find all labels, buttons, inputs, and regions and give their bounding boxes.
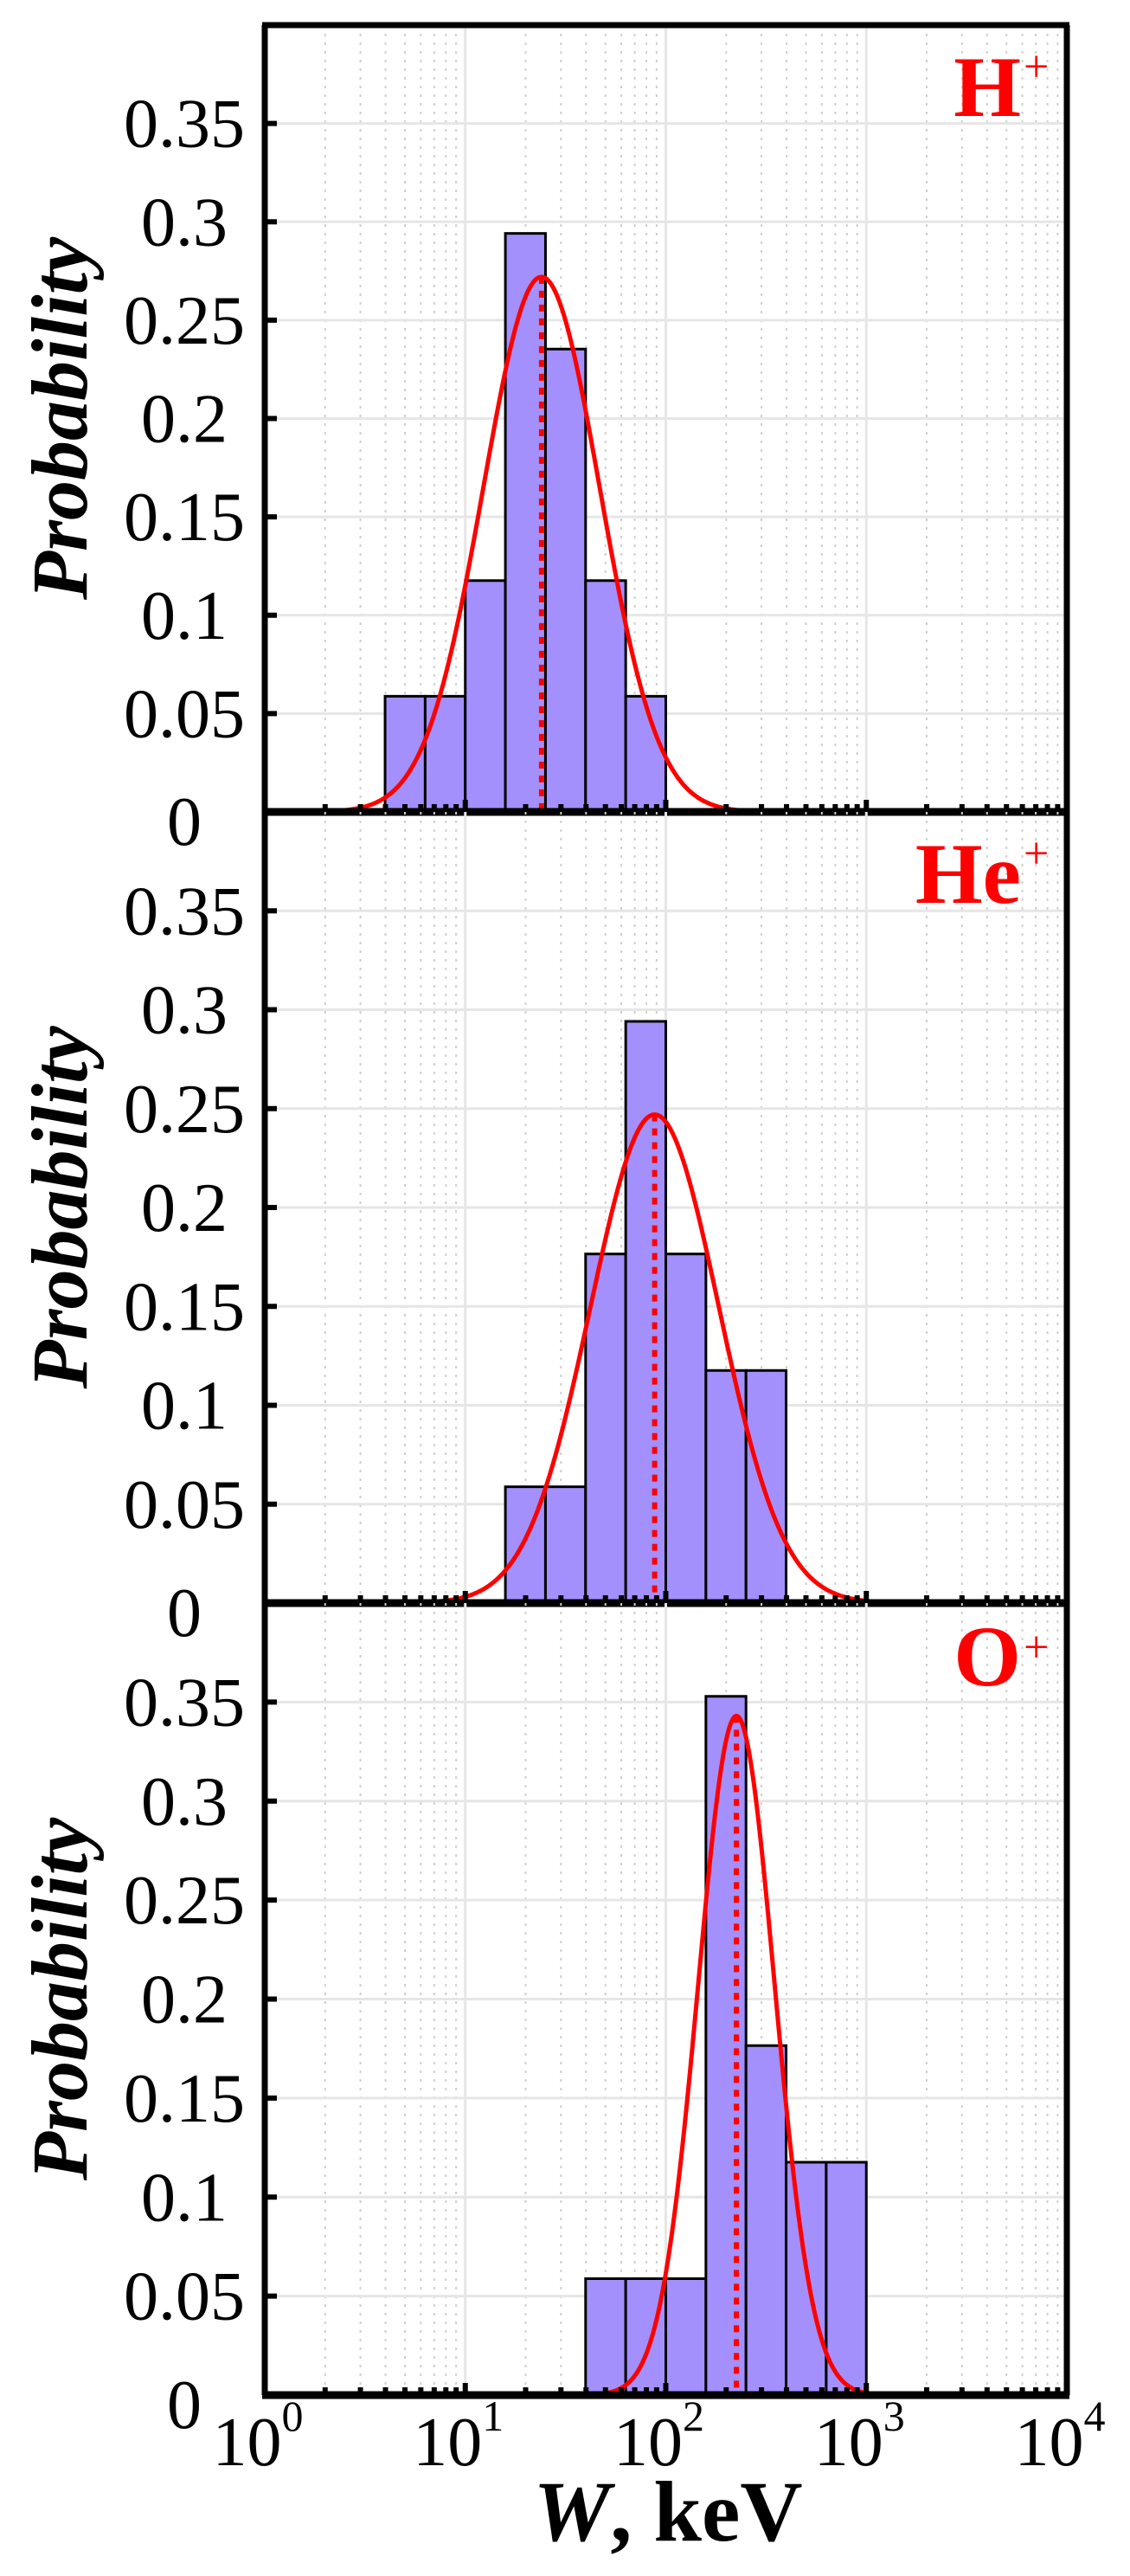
x-tick-labels: 100 101 102 103 104	[213, 2392, 1106, 2481]
y-tick-label: 0.15	[124, 1269, 245, 1345]
y-tick-label: 0.1	[141, 578, 228, 654]
histogram-bar	[624, 1020, 668, 1605]
histogram-bar	[624, 694, 668, 814]
histogram-bar	[543, 347, 587, 814]
histogram-bar	[825, 2161, 868, 2397]
y-tick-label: 0.2	[141, 1170, 228, 1246]
y-tick-label: 0.15	[124, 480, 245, 556]
y-tick-label: 0.35	[124, 87, 245, 163]
histogram-bar	[744, 1368, 788, 1605]
y-tick-label: 0.3	[141, 973, 228, 1049]
y-axis-label: Probability	[16, 1817, 104, 2181]
ion-charge-superscript: +	[1024, 42, 1049, 92]
ion-label: H	[953, 39, 1021, 135]
ion-charge-superscript: +	[1024, 1623, 1049, 1672]
y-tick-label: 0.1	[141, 1368, 228, 1445]
x-tick-label: 102	[613, 2392, 704, 2481]
panel-o: 0 0.05 0.1 0.15 0.2 0.25 0.3 0.35 Probability O +	[16, 1603, 1070, 2444]
y-tick-label: 0.35	[124, 873, 245, 950]
histogram-bar	[744, 2044, 788, 2397]
x-tick-base: 10	[213, 2405, 282, 2481]
ion-label: O	[953, 1608, 1021, 1704]
histogram-bar	[584, 579, 627, 814]
histogram-bar	[704, 1695, 748, 2397]
y-tick-label: 0.3	[141, 184, 228, 261]
x-axis-label-variable: W	[533, 2463, 615, 2560]
histogram-bar	[423, 694, 467, 814]
histogram-bar	[584, 2277, 627, 2397]
histogram-bar	[665, 1253, 708, 1605]
y-tick-label: 0.25	[124, 1072, 245, 1148]
x-tick-exponent: 1	[482, 2392, 504, 2440]
y-tick-label: 0.2	[141, 1962, 228, 2038]
x-tick-base: 10	[814, 2405, 883, 2481]
panel-he: 0 0.05 0.1 0.15 0.2 0.25 0.3 0.35 Probability He +	[16, 812, 1070, 1652]
histogram-bar	[464, 579, 507, 814]
y-tick-label: 0.25	[124, 283, 245, 359]
x-tick-exponent: 4	[1084, 2392, 1106, 2440]
histogram-bar	[665, 2277, 708, 2397]
y-axis-label: Probability	[16, 1025, 104, 1389]
y-tick-label: 0.35	[124, 1665, 245, 1741]
x-axis-label-unit: , keV	[610, 2463, 802, 2560]
y-tick-label: 0.05	[124, 1467, 245, 1543]
y-tick-label: 0	[167, 1575, 202, 1652]
x-tick-label: 101	[413, 2392, 504, 2481]
y-tick-label: 0.1	[141, 2160, 228, 2236]
y-tick-label: 0.05	[124, 676, 245, 752]
y-tick-label: 0.2	[141, 382, 228, 458]
x-tick-label: 103	[814, 2392, 905, 2481]
histogram-bar	[584, 1253, 627, 1605]
y-tick-label: 0	[167, 2367, 202, 2444]
y-tick-label: 0.3	[141, 1764, 228, 1840]
x-tick-exponent: 3	[883, 2392, 905, 2440]
y-tick-label: 0.05	[124, 2259, 245, 2335]
y-tick-label: 0	[167, 784, 202, 860]
histogram-bar	[543, 1485, 587, 1605]
x-tick-exponent: 0	[282, 2392, 304, 2440]
x-axis-label: W, keV	[533, 2463, 802, 2560]
panel-h: 0 0.05 0.1 0.15 0.2 0.25 0.3 0.35 Probability H +	[16, 22, 1070, 860]
x-tick-base: 10	[413, 2405, 482, 2481]
x-tick-label: 104	[1015, 2392, 1106, 2481]
ion-charge-superscript: +	[1024, 829, 1049, 879]
x-tick-base: 10	[613, 2405, 683, 2481]
x-tick-exponent: 2	[683, 2392, 704, 2440]
y-axis-label: Probability	[16, 236, 104, 601]
x-tick-base: 10	[1015, 2405, 1084, 2481]
y-tick-label: 0.15	[124, 2061, 245, 2137]
x-tick-label: 100	[213, 2392, 304, 2481]
histogram-bar	[704, 1368, 748, 1605]
y-tick-label: 0.25	[124, 1863, 245, 1939]
ion-label: He	[915, 826, 1021, 922]
